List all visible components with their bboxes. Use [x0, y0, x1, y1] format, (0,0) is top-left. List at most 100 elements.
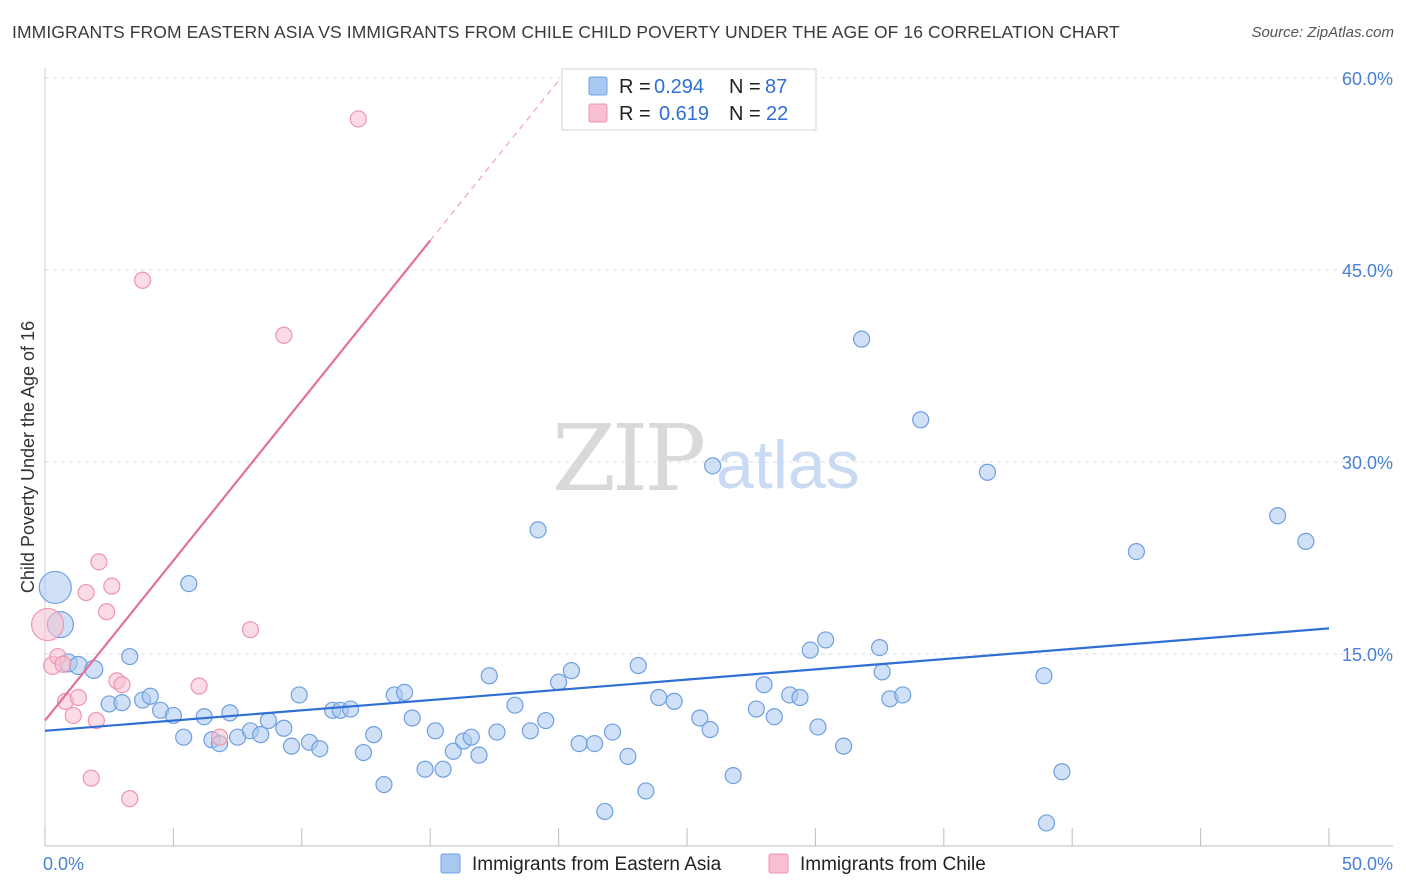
eastern-asia-point	[537, 711, 555, 730]
legend-r-value: 0.294	[654, 76, 704, 98]
eastern-asia-point	[691, 709, 709, 727]
eastern-asia-point	[354, 743, 373, 762]
eastern-asia-point	[817, 631, 835, 649]
y-tick-label: 15.0%	[1342, 645, 1393, 665]
x-axis-tick-labels: 0.0% 50.0%	[43, 854, 1393, 874]
chile-point	[103, 577, 121, 595]
bottom-legend: Immigrants from Eastern Asia Immigrants …	[440, 853, 986, 875]
eastern-asia-point	[252, 726, 270, 744]
eastern-asia-point	[549, 673, 568, 691]
eastern-asia-point	[275, 719, 293, 737]
chile-point	[30, 607, 65, 642]
legend-n-value: 22	[766, 103, 788, 125]
chart-title: IMMIGRANTS FROM EASTERN ASIA VS IMMIGRAN…	[12, 22, 1120, 42]
eastern-asia-point	[521, 722, 539, 740]
eastern-asia-point	[747, 700, 765, 718]
chile-point	[241, 621, 260, 639]
eastern-asia-point	[637, 782, 655, 800]
legend-swatch-chile	[588, 103, 608, 123]
y-axis-tick-labels: 15.0% 30.0% 45.0% 60.0%	[1342, 69, 1393, 665]
chile-point	[211, 728, 229, 746]
eastern-asia-point	[853, 330, 871, 348]
bottom-legend-swatch-eastern-asia	[440, 853, 461, 874]
eastern-asia-point	[562, 662, 581, 680]
eastern-asia-point	[141, 687, 159, 705]
chile-point	[349, 110, 367, 128]
y-tick-label: 45.0%	[1342, 261, 1393, 281]
bottom-legend-label-chile: Immigrants from Chile	[800, 854, 986, 875]
scatter-points	[30, 110, 1315, 832]
eastern-asia-point	[1053, 763, 1071, 781]
eastern-asia-point	[1127, 542, 1146, 561]
trend-lines	[44, 80, 1330, 732]
eastern-asia-point	[375, 775, 393, 794]
legend-r-value: 0.619	[659, 103, 709, 125]
x-tick-label: 50.0%	[1342, 854, 1393, 874]
bottom-legend-label-eastern-asia: Immigrants from Eastern Asia	[472, 854, 722, 875]
eastern-asia-point	[1297, 532, 1315, 550]
eastern-asia-point	[529, 521, 547, 539]
eastern-asia-point	[596, 802, 614, 821]
eastern-asia-point	[311, 740, 329, 758]
watermark: ZIP atlas	[552, 405, 860, 512]
eastern-asia-point	[434, 760, 452, 778]
eastern-asia-point	[175, 728, 193, 746]
eastern-asia-point	[38, 570, 72, 605]
source-credit: Source: ZipAtlas.com	[1251, 24, 1394, 41]
eastern-asia-point	[121, 647, 139, 666]
eastern-asia-point	[912, 411, 930, 429]
eastern-asia-point	[809, 718, 827, 736]
eastern-asia-point	[1269, 507, 1287, 525]
eastern-asia-point	[873, 663, 891, 681]
chile-point	[64, 706, 82, 725]
chile-point	[54, 655, 72, 673]
eastern-asia-point	[619, 747, 637, 766]
watermark-atlas: atlas	[716, 427, 860, 503]
chile-point	[82, 769, 100, 787]
chile-trend-line	[44, 239, 432, 722]
chile-trend-extension	[429, 80, 559, 241]
eastern-asia-point	[290, 686, 308, 704]
chile-point	[90, 553, 108, 571]
chile-point	[77, 583, 95, 602]
eastern-asia-trend-line	[44, 627, 1330, 732]
chile-point	[87, 711, 105, 730]
eastern-asia-point	[765, 708, 783, 726]
eastern-asia-point	[395, 683, 414, 702]
eastern-asia-point	[180, 574, 198, 593]
eastern-asia-point	[791, 688, 809, 707]
eastern-asia-point	[365, 726, 383, 744]
x-tick-label: 0.0%	[43, 854, 84, 874]
gridlines	[45, 77, 1393, 655]
eastern-asia-point	[282, 737, 301, 755]
eastern-asia-point	[585, 734, 604, 753]
watermark-zip: ZIP	[552, 405, 703, 512]
eastern-asia-point	[444, 742, 462, 760]
eastern-asia-point	[870, 638, 889, 657]
y-tick-label: 30.0%	[1342, 453, 1393, 473]
eastern-asia-point	[1037, 814, 1056, 832]
legend-n-value: 87	[765, 76, 787, 98]
bottom-legend-swatch-chile	[768, 853, 789, 874]
eastern-asia-point	[978, 463, 997, 481]
eastern-asia-point	[113, 694, 131, 712]
chile-point	[98, 603, 116, 621]
axes	[44, 68, 1393, 847]
legend-r-label: R =	[619, 103, 651, 125]
legend-swatch-eastern-asia	[588, 76, 608, 96]
legend: R = 0.294 N = 87 R = 0.619 N = 22	[561, 68, 817, 131]
eastern-asia-point	[801, 641, 819, 659]
chile-point	[113, 676, 131, 694]
y-tick-label: 60.0%	[1342, 69, 1393, 89]
eastern-asia-point	[259, 711, 278, 730]
chile-point	[69, 688, 87, 707]
eastern-asia-point	[1035, 667, 1053, 685]
eastern-asia-point	[341, 700, 360, 718]
legend-n-label: N =	[729, 76, 761, 98]
eastern-asia-point	[894, 686, 912, 704]
chile-point	[275, 326, 293, 344]
eastern-asia-point	[835, 737, 853, 755]
chile-point	[121, 790, 139, 808]
eastern-asia-point	[755, 676, 773, 694]
